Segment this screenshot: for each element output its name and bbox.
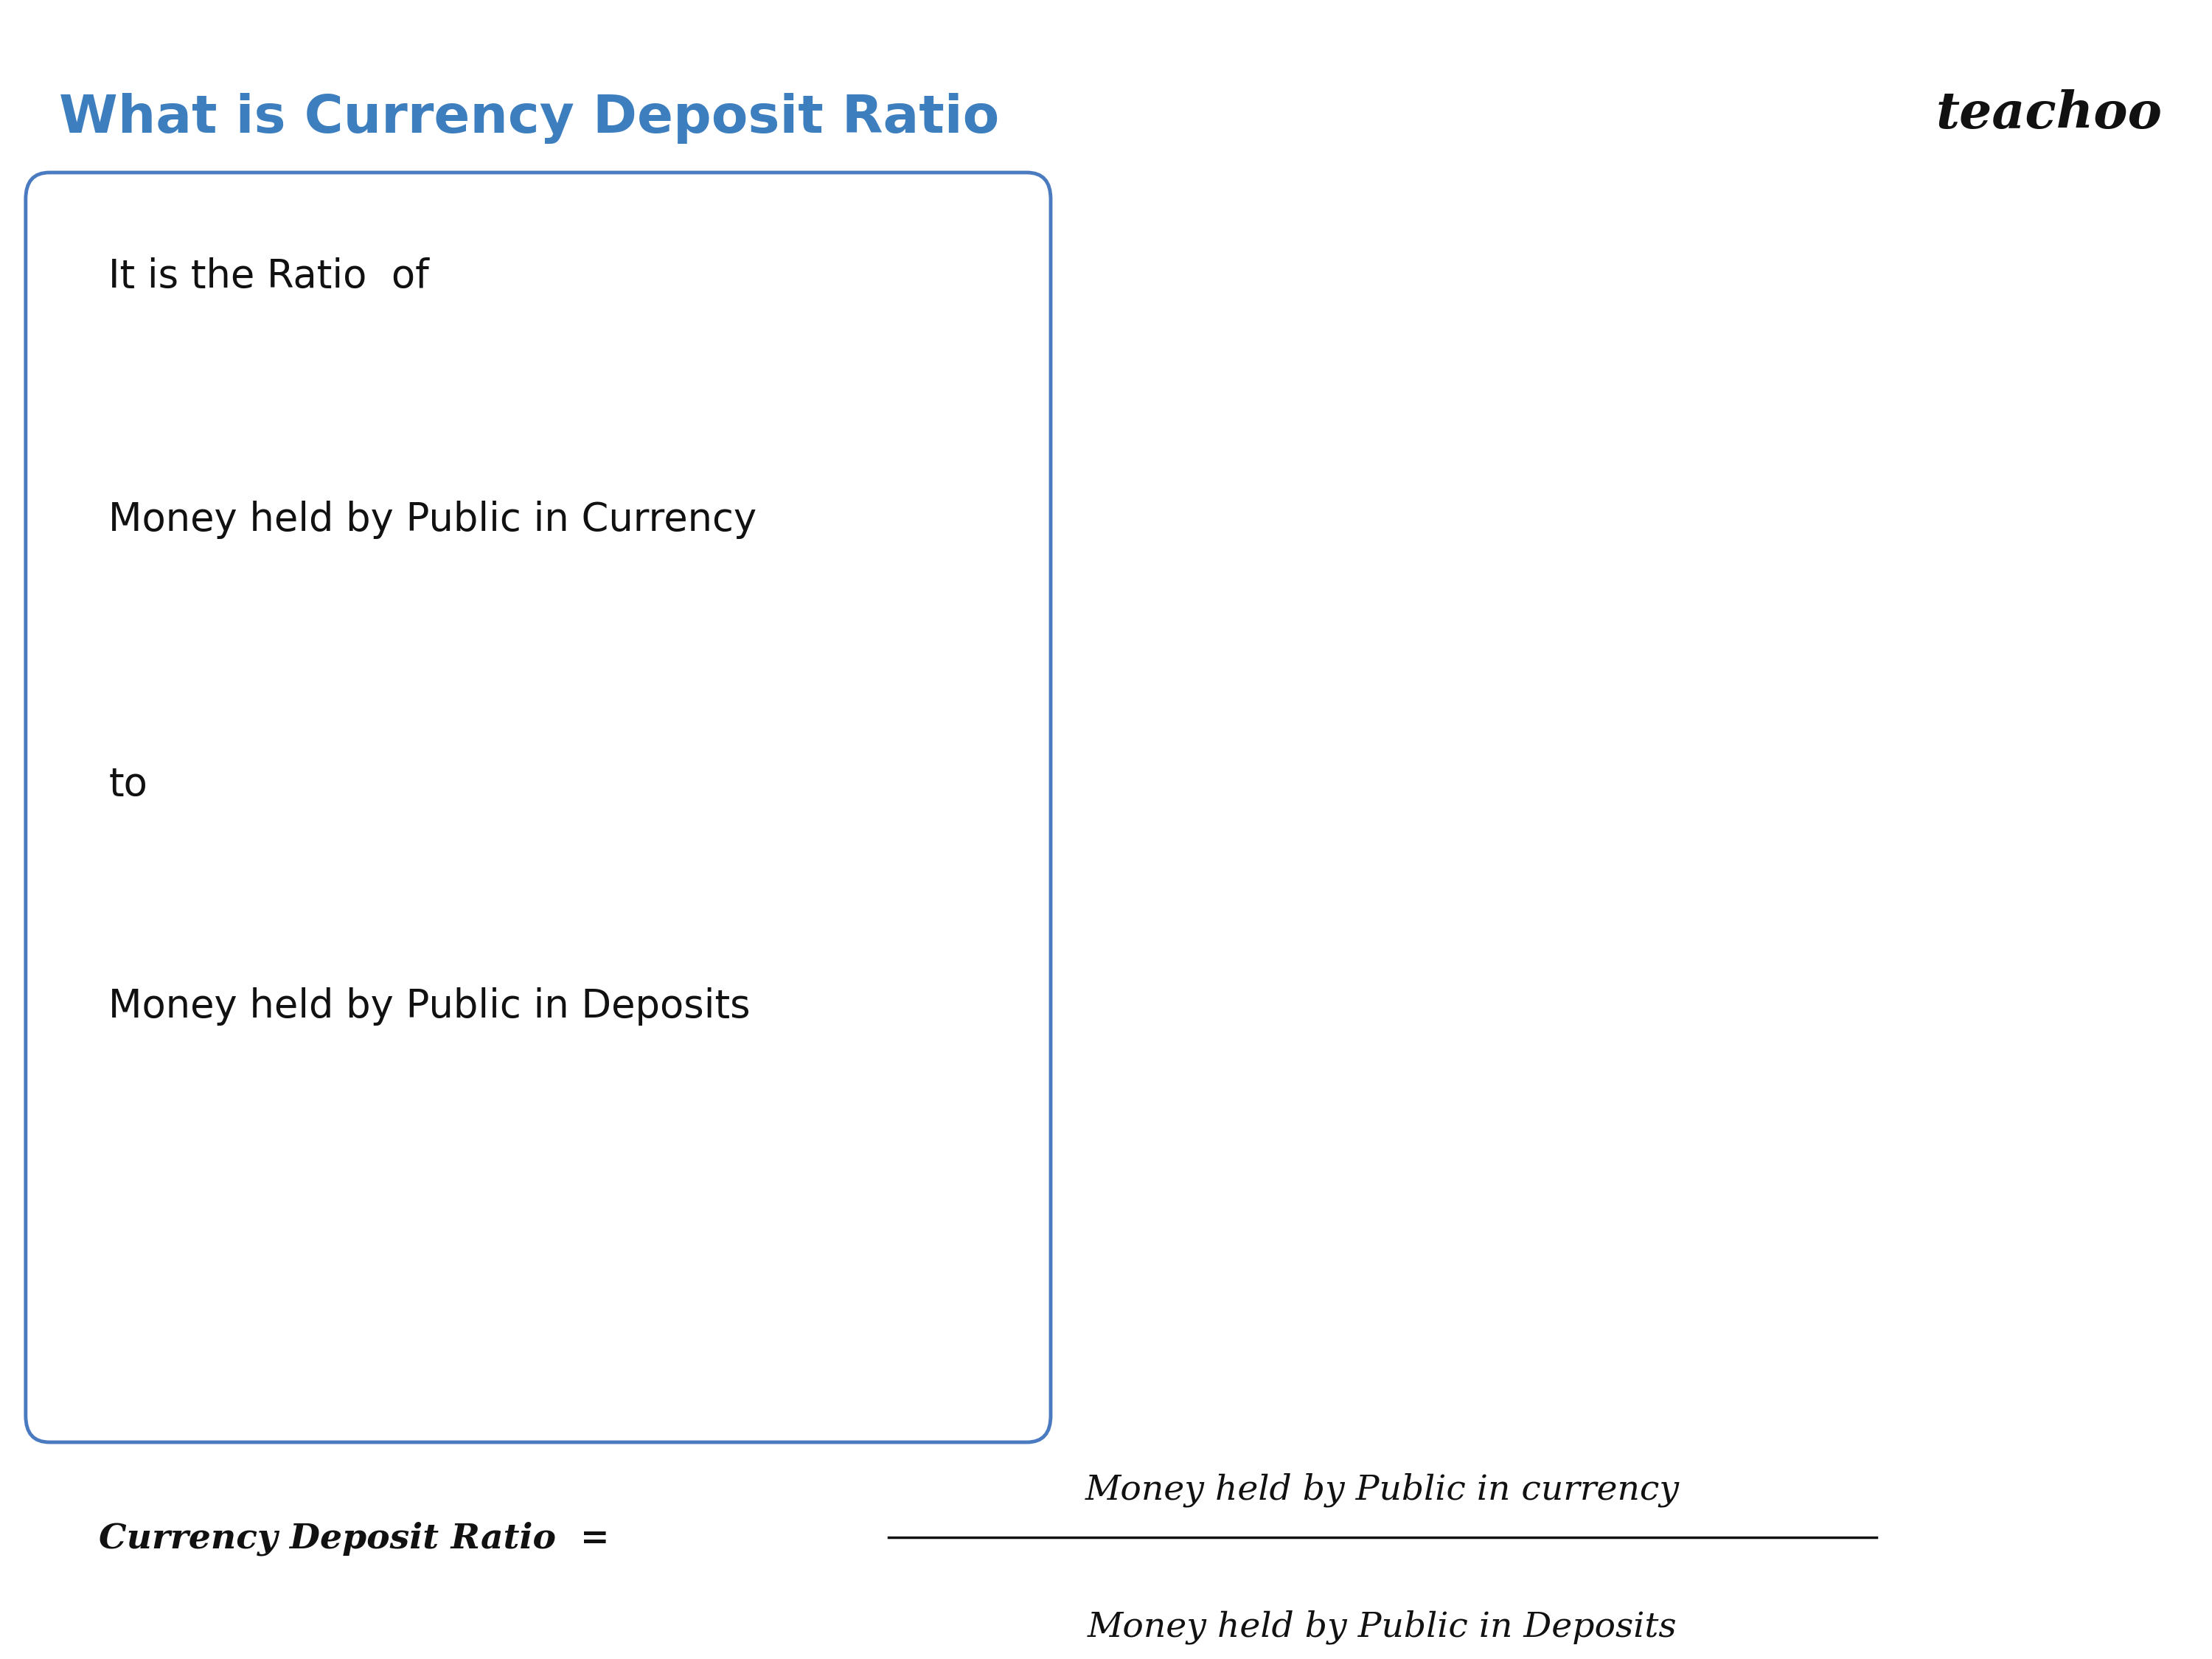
Text: teachoo: teachoo [1935, 90, 2163, 139]
Text: Money held by Public in Currency: Money held by Public in Currency [108, 501, 757, 539]
FancyBboxPatch shape [27, 173, 1051, 1442]
Text: Money held by Public in Deposits: Money held by Public in Deposits [1088, 1611, 1677, 1644]
Text: Money held by Public in currency: Money held by Public in currency [1086, 1473, 1679, 1508]
Text: to: to [108, 766, 148, 805]
Text: Money held by Public in Deposits: Money held by Public in Deposits [108, 987, 750, 1025]
Text: What is Currency Deposit Ratio: What is Currency Deposit Ratio [60, 93, 1000, 144]
Text: Currency Deposit Ratio  =: Currency Deposit Ratio = [100, 1521, 611, 1556]
Text: It is the Ratio  of: It is the Ratio of [108, 257, 429, 295]
